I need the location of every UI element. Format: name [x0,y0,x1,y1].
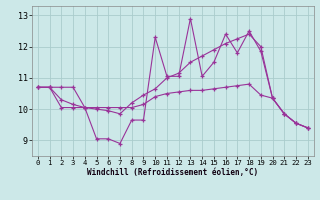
X-axis label: Windchill (Refroidissement éolien,°C): Windchill (Refroidissement éolien,°C) [87,168,258,177]
